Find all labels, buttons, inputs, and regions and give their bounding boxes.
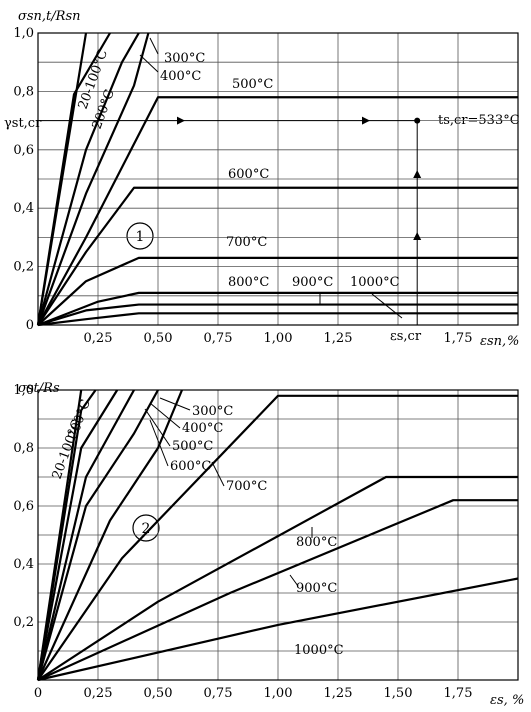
series-label: 400°C [160, 69, 201, 84]
x-tick-label: 0,50 [144, 331, 173, 346]
series-label: 500°C [172, 439, 213, 454]
leader-line [371, 293, 403, 319]
x-axis-label-2-unit: % [512, 693, 524, 708]
critical-point [414, 117, 421, 124]
y-tick-label: 0,2 [13, 260, 34, 275]
series-line-600C [36, 389, 184, 681]
series-label: 400°C [182, 421, 223, 436]
arrow-head-icon [413, 232, 422, 240]
series-label: 700°C [226, 479, 267, 494]
x-axis-label-1-unit: % [507, 334, 519, 349]
leader-line [289, 574, 299, 587]
y-tick-label: 0,8 [13, 441, 34, 456]
series-line-900C [37, 499, 518, 682]
x-tick-label: 0,75 [204, 686, 233, 701]
x-tick-label: 0,25 [84, 331, 113, 346]
x-tick-label: 1,00 [264, 331, 293, 346]
series-line-200C [36, 32, 111, 326]
series-line-500C [37, 96, 518, 326]
series-line-400C [36, 32, 150, 326]
leader-line [144, 408, 171, 447]
series-label: 900°C [292, 275, 333, 290]
leader-line [149, 37, 159, 55]
series-label: 1000°C [294, 643, 344, 658]
series-line-700C [37, 394, 518, 681]
x-tick-label: 1,25 [324, 686, 353, 701]
series-label: 600°C [170, 459, 211, 474]
series-line-300C [36, 32, 140, 326]
series-label: 300°C [164, 51, 205, 66]
y-tick-label: 0,4 [13, 557, 34, 572]
x-tick-label: 0,25 [84, 686, 113, 701]
leader-line [139, 54, 159, 73]
x-axis-label-1-prefix: εsn, [480, 334, 506, 349]
series-label: 1000°C [350, 275, 400, 290]
series-line-700C [37, 256, 518, 326]
plot-frame [37, 32, 519, 326]
series-label: 300°C [192, 404, 233, 419]
chart-panel-2: σst/Rs εs, % 2 0 0,25 0,50 0,75 1,00 1,25 1,50… [13, 381, 524, 708]
panel-marker-1 [126, 222, 154, 250]
series-label: 800°C [296, 535, 337, 550]
y-axis-label-2: σst/Rs [18, 381, 60, 396]
leader-line [211, 461, 225, 487]
arrow-head-icon [177, 116, 185, 125]
x-axis-label-2-prefix: εs, [490, 693, 508, 708]
y-tick-label: 0,2 [13, 615, 34, 630]
series-line-400C [36, 389, 135, 681]
arrow-head-icon [362, 116, 370, 125]
series-label: 900°C [296, 581, 337, 596]
series-line-1000C [37, 312, 518, 327]
y-special-label: γst,cr [4, 116, 42, 131]
series-label: 800°C [228, 275, 269, 290]
leader-line [149, 419, 169, 467]
x-tick-label: 1,75 [444, 686, 473, 701]
series-label: 600°C [228, 167, 269, 182]
series-line-600C [37, 186, 518, 326]
x-tick-label: 0,50 [144, 686, 173, 701]
y-tick-label: 0,4 [13, 201, 34, 216]
series-line-800C [37, 291, 518, 327]
series-line-300C [36, 389, 119, 681]
x-tick-label: 1,50 [384, 686, 413, 701]
x-tick-label: 1,00 [264, 686, 293, 701]
panel-marker-2 [132, 514, 160, 542]
series-label: 700°C [226, 235, 267, 250]
x-tick-label: 1,25 [324, 331, 353, 346]
series-line-1000C [37, 577, 519, 682]
x-tick-label: 1,75 [444, 331, 473, 346]
x-tick-label: 0 [34, 686, 42, 701]
y-tick-label: 0,8 [13, 84, 34, 99]
x-tick-label: 0,75 [204, 331, 233, 346]
series-line-900C [37, 303, 518, 327]
panel-label-2: 2 [142, 521, 151, 537]
y-tick-label: 1,0 [13, 26, 34, 41]
leader-line [149, 402, 181, 429]
y-tick-label: 0 [26, 318, 34, 333]
chart-panel-1: σsn,t/Rsn εsn, % ts,cr=533°C γst,cr εs,c… [4, 9, 520, 349]
y-axis-label-1: σsn,t/Rsn [18, 9, 81, 24]
x-special-label: εs,cr [390, 329, 422, 344]
y-tick-label: 0,6 [13, 143, 34, 158]
series-line-800C [37, 475, 518, 681]
y-tick-label: 1,0 [13, 383, 34, 398]
plot-frame [37, 389, 519, 681]
arrow-head-icon [413, 170, 422, 178]
y-tick-label: 0,6 [13, 499, 34, 514]
leader-line [159, 397, 191, 411]
series-line-200C [36, 389, 97, 681]
series-line-500C [36, 389, 159, 681]
series-label: 500°C [232, 77, 273, 92]
